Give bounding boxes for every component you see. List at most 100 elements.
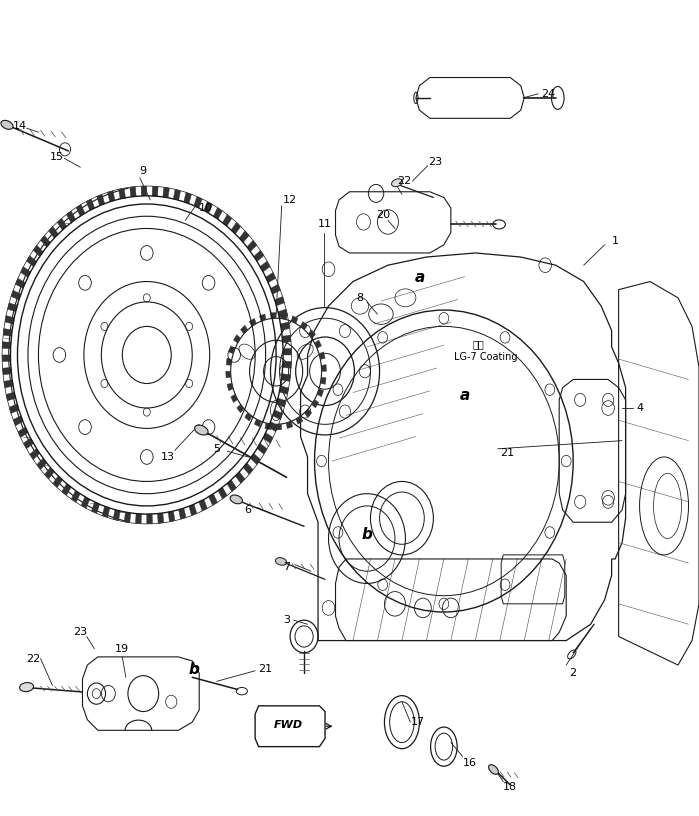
Text: 10: 10 bbox=[199, 203, 213, 213]
Polygon shape bbox=[286, 421, 293, 428]
Ellipse shape bbox=[489, 765, 498, 774]
Polygon shape bbox=[173, 189, 180, 200]
Text: a: a bbox=[460, 388, 470, 403]
Polygon shape bbox=[199, 499, 208, 511]
Polygon shape bbox=[147, 514, 152, 524]
Polygon shape bbox=[37, 459, 47, 470]
Polygon shape bbox=[227, 383, 233, 391]
Polygon shape bbox=[213, 207, 222, 220]
Polygon shape bbox=[271, 313, 276, 318]
Text: 24: 24 bbox=[542, 89, 556, 99]
Polygon shape bbox=[5, 316, 14, 324]
Text: 9: 9 bbox=[140, 166, 147, 176]
Polygon shape bbox=[265, 423, 271, 430]
Polygon shape bbox=[3, 329, 12, 336]
Text: 22: 22 bbox=[397, 176, 411, 186]
Polygon shape bbox=[305, 409, 312, 417]
Text: FWD: FWD bbox=[274, 720, 303, 730]
Polygon shape bbox=[27, 255, 36, 267]
Polygon shape bbox=[227, 480, 236, 491]
Polygon shape bbox=[275, 296, 284, 306]
Polygon shape bbox=[266, 273, 275, 282]
Polygon shape bbox=[9, 404, 19, 414]
Text: 7: 7 bbox=[283, 562, 290, 572]
Polygon shape bbox=[33, 246, 43, 256]
Polygon shape bbox=[239, 231, 249, 242]
Text: 2: 2 bbox=[570, 668, 577, 678]
Polygon shape bbox=[236, 472, 245, 483]
Polygon shape bbox=[209, 494, 217, 505]
Text: 21: 21 bbox=[500, 448, 514, 458]
Polygon shape bbox=[237, 405, 244, 413]
Polygon shape bbox=[259, 314, 266, 322]
Polygon shape bbox=[276, 424, 282, 430]
Text: 20: 20 bbox=[376, 210, 390, 220]
Polygon shape bbox=[45, 468, 55, 479]
Polygon shape bbox=[322, 365, 326, 371]
Polygon shape bbox=[41, 236, 50, 247]
Polygon shape bbox=[71, 490, 80, 503]
Polygon shape bbox=[18, 428, 28, 437]
Polygon shape bbox=[6, 392, 15, 401]
Polygon shape bbox=[276, 398, 286, 407]
Text: 6: 6 bbox=[245, 505, 252, 515]
Text: LG-7 Coating: LG-7 Coating bbox=[454, 352, 517, 361]
Text: 4: 4 bbox=[636, 403, 643, 413]
Polygon shape bbox=[317, 388, 324, 397]
Ellipse shape bbox=[230, 495, 243, 503]
Polygon shape bbox=[243, 463, 253, 474]
Polygon shape bbox=[312, 400, 319, 408]
Polygon shape bbox=[24, 438, 34, 449]
Text: 11: 11 bbox=[318, 220, 332, 229]
Polygon shape bbox=[13, 416, 23, 426]
Polygon shape bbox=[273, 410, 282, 419]
Polygon shape bbox=[102, 506, 110, 517]
Polygon shape bbox=[247, 240, 257, 251]
Text: 23: 23 bbox=[428, 157, 442, 166]
Polygon shape bbox=[48, 227, 58, 238]
Text: 18: 18 bbox=[503, 783, 517, 792]
Text: 12: 12 bbox=[283, 195, 297, 205]
Polygon shape bbox=[157, 513, 164, 523]
Polygon shape bbox=[280, 386, 289, 394]
Polygon shape bbox=[66, 211, 75, 223]
Polygon shape bbox=[152, 186, 158, 197]
Polygon shape bbox=[86, 199, 94, 211]
Text: 8: 8 bbox=[356, 293, 363, 303]
Polygon shape bbox=[8, 303, 17, 312]
Text: 塗布: 塗布 bbox=[473, 339, 484, 349]
Polygon shape bbox=[62, 484, 71, 495]
Polygon shape bbox=[189, 504, 197, 516]
Polygon shape bbox=[233, 335, 240, 343]
Polygon shape bbox=[250, 454, 261, 464]
Polygon shape bbox=[226, 371, 231, 378]
Polygon shape bbox=[2, 342, 11, 348]
Polygon shape bbox=[280, 322, 289, 330]
Text: 16: 16 bbox=[463, 758, 477, 768]
Polygon shape bbox=[319, 352, 325, 360]
Polygon shape bbox=[320, 377, 326, 384]
Polygon shape bbox=[20, 267, 31, 277]
Polygon shape bbox=[257, 443, 267, 455]
Polygon shape bbox=[3, 367, 11, 375]
Polygon shape bbox=[96, 194, 105, 206]
Ellipse shape bbox=[20, 682, 34, 692]
Polygon shape bbox=[245, 413, 252, 421]
Polygon shape bbox=[179, 508, 186, 519]
Polygon shape bbox=[268, 422, 278, 432]
Polygon shape bbox=[260, 261, 270, 272]
Polygon shape bbox=[57, 219, 66, 230]
Polygon shape bbox=[163, 187, 169, 197]
Polygon shape bbox=[222, 215, 232, 226]
Ellipse shape bbox=[275, 557, 287, 565]
Polygon shape bbox=[30, 449, 40, 459]
Polygon shape bbox=[281, 313, 287, 320]
Polygon shape bbox=[119, 188, 125, 199]
Text: b: b bbox=[361, 527, 373, 542]
Polygon shape bbox=[240, 326, 247, 334]
Polygon shape bbox=[296, 416, 303, 424]
Polygon shape bbox=[11, 290, 21, 300]
Text: a: a bbox=[415, 270, 424, 285]
Polygon shape bbox=[291, 316, 298, 323]
Polygon shape bbox=[250, 318, 257, 326]
